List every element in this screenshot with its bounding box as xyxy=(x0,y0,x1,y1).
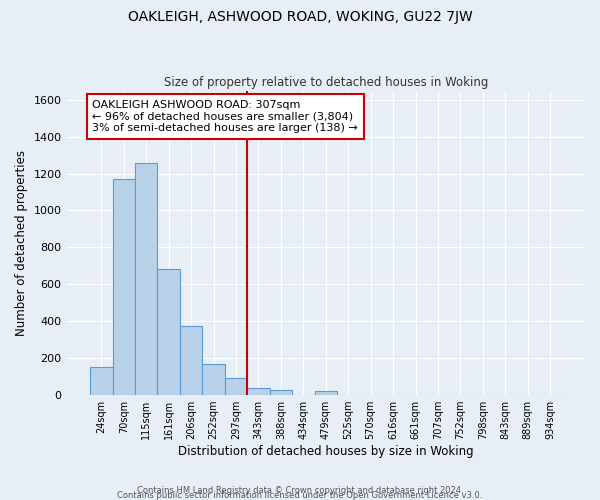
Text: OAKLEIGH ASHWOOD ROAD: 307sqm
← 96% of detached houses are smaller (3,804)
3% of: OAKLEIGH ASHWOOD ROAD: 307sqm ← 96% of d… xyxy=(92,100,358,133)
Bar xyxy=(269,390,292,394)
Text: Contains HM Land Registry data © Crown copyright and database right 2024.: Contains HM Land Registry data © Crown c… xyxy=(137,486,463,495)
Y-axis label: Number of detached properties: Number of detached properties xyxy=(15,150,28,336)
Bar xyxy=(202,364,225,394)
Bar xyxy=(135,164,157,394)
Bar xyxy=(314,391,337,394)
Text: OAKLEIGH, ASHWOOD ROAD, WOKING, GU22 7JW: OAKLEIGH, ASHWOOD ROAD, WOKING, GU22 7JW xyxy=(128,10,472,24)
Title: Size of property relative to detached houses in Woking: Size of property relative to detached ho… xyxy=(164,76,488,90)
Text: Contains public sector information licensed under the Open Government Licence v3: Contains public sector information licen… xyxy=(118,491,482,500)
Bar xyxy=(225,378,247,394)
Bar xyxy=(180,326,202,394)
X-axis label: Distribution of detached houses by size in Woking: Distribution of detached houses by size … xyxy=(178,444,473,458)
Bar xyxy=(90,368,113,394)
Bar xyxy=(113,179,135,394)
Bar xyxy=(247,388,269,394)
Bar xyxy=(157,270,180,394)
